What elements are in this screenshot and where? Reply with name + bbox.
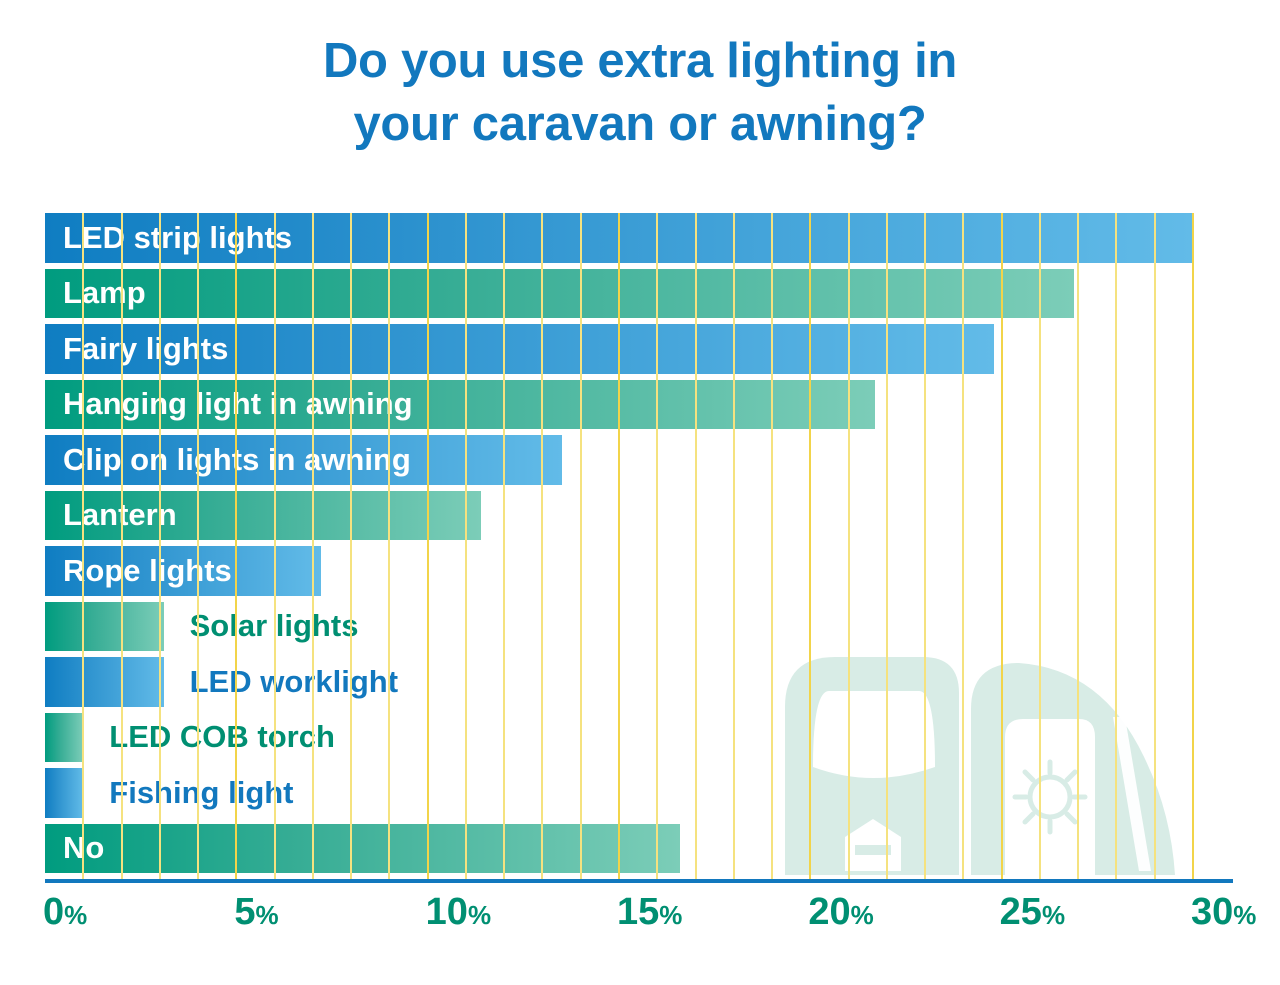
x-axis-tick-labels: 0% 5% 10% 15% 20% 25% 30%	[0, 893, 1280, 953]
bar-row: Solar lights	[45, 601, 1233, 651]
bar-label: LED COB torch	[109, 719, 335, 755]
chart-bars: LED strip lights Lamp Fairy lights Hanging …	[45, 213, 1233, 879]
caravan-awning-watermark-icon	[785, 657, 1175, 875]
bar-row: LED worklight	[45, 657, 1233, 707]
bar[interactable]	[45, 435, 562, 485]
x-tick-percent-sign: %	[659, 900, 683, 930]
x-tick-percent-sign: %	[467, 900, 492, 930]
bar-label: Fairy lights	[63, 330, 229, 366]
bar-row: Fishing light	[45, 768, 1233, 818]
bar-label: Clip on lights in awning	[63, 441, 411, 477]
bar[interactable]	[45, 379, 876, 429]
bar-label: No	[63, 830, 105, 866]
x-tick-percent-sign: %	[255, 900, 279, 930]
bar-label: LED worklight	[189, 663, 399, 699]
x-axis-line	[45, 879, 1233, 883]
x-tick-label: 20%	[808, 893, 873, 931]
bar-label: Lamp	[63, 275, 146, 311]
x-tick-label: 15%	[617, 893, 682, 931]
bar-label: Rope lights	[63, 552, 232, 588]
bar-row: LED strip lights	[45, 213, 1233, 263]
x-tick-label: 5%	[234, 893, 278, 931]
bar-label: Lantern	[63, 497, 177, 533]
bar-row: Lantern	[45, 490, 1233, 540]
bar-label: Hanging light in awning	[63, 386, 413, 422]
bar[interactable]	[45, 490, 482, 540]
x-tick-label: 0%	[43, 893, 87, 931]
bar-label: Fishing light	[109, 774, 294, 810]
bar-row: LED COB torch	[45, 712, 1233, 762]
x-tick-value: 0	[43, 891, 65, 933]
bar[interactable]	[45, 768, 84, 818]
x-tick-label: 25%	[1000, 893, 1065, 931]
bar[interactable]	[45, 823, 681, 873]
bar-row: Rope lights	[45, 546, 1233, 596]
x-tick-label: 30%	[1191, 893, 1256, 931]
x-tick-value: 5	[234, 891, 256, 933]
bar[interactable]	[45, 268, 1075, 318]
x-tick-value: 10	[425, 891, 468, 933]
bar-label: LED strip lights	[63, 219, 293, 255]
x-tick-value: 20	[808, 891, 851, 933]
bar[interactable]	[45, 712, 84, 762]
bar-row: Fairy lights	[45, 324, 1233, 374]
bar[interactable]	[45, 324, 994, 374]
x-tick-percent-sign: %	[850, 900, 874, 930]
x-tick-value: 25	[999, 891, 1042, 933]
bar-row: Lamp	[45, 268, 1233, 318]
bar-label: Solar lights	[189, 608, 359, 644]
x-tick-percent-sign: %	[1233, 900, 1257, 930]
x-tick-label: 10%	[426, 893, 491, 931]
chart-plot-area: LED strip lights Lamp Fairy lights Hanging …	[45, 213, 1233, 879]
x-tick-value: 30	[1191, 891, 1234, 933]
page-title: Do you use extra lighting in your carava…	[322, 34, 958, 151]
x-tick-value: 15	[617, 891, 660, 933]
bar[interactable]	[45, 601, 164, 651]
x-tick-percent-sign: %	[1041, 900, 1066, 930]
bar-row: Clip on lights in awning	[45, 435, 1233, 485]
bar-row: No	[45, 823, 1233, 873]
x-tick-percent-sign: %	[64, 900, 88, 930]
bar-row: Hanging light in awning	[45, 379, 1233, 429]
bar[interactable]	[45, 657, 164, 707]
